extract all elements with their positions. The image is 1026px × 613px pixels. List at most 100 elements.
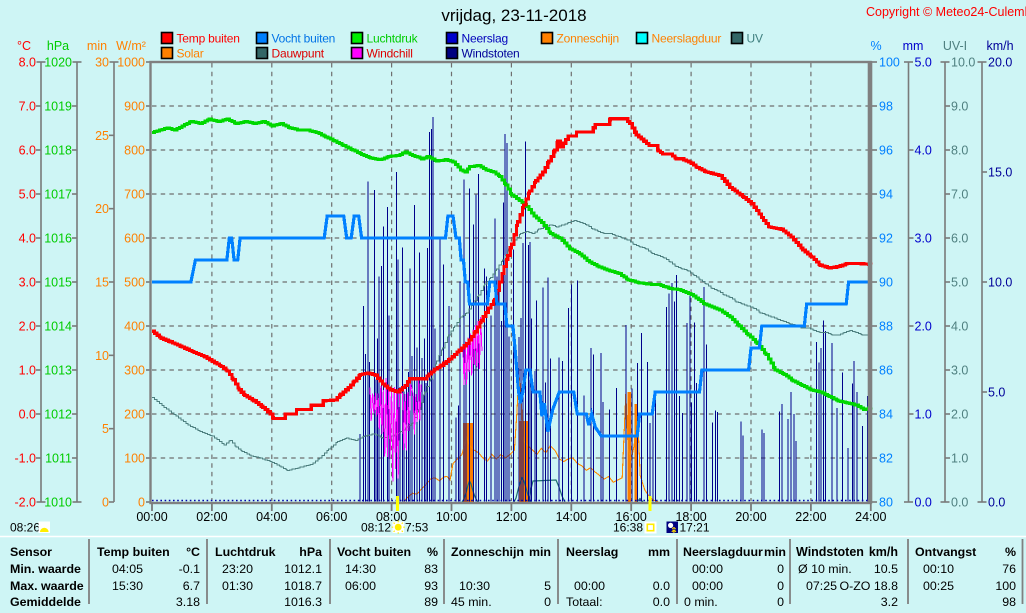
svg-text:0.0: 0.0 — [915, 496, 932, 510]
svg-text:98: 98 — [879, 100, 893, 114]
svg-text:04:05: 04:05 — [112, 562, 143, 576]
svg-text:84: 84 — [879, 408, 893, 422]
svg-text:Vocht buiten: Vocht buiten — [337, 545, 411, 559]
svg-text:300: 300 — [124, 364, 145, 378]
svg-text:1015: 1015 — [44, 276, 72, 290]
svg-text:min: min — [529, 545, 551, 559]
svg-text:Luchtdruk: Luchtdruk — [215, 545, 276, 559]
svg-text:3.0: 3.0 — [951, 364, 968, 378]
svg-text:1016.3: 1016.3 — [284, 595, 322, 608]
svg-text:08:00: 08:00 — [376, 510, 407, 524]
svg-text:km/h: km/h — [986, 39, 1013, 53]
svg-text:1018: 1018 — [44, 144, 72, 158]
svg-text:4.0: 4.0 — [951, 320, 968, 334]
svg-text:06:00: 06:00 — [316, 510, 347, 524]
svg-text:15: 15 — [95, 275, 109, 289]
svg-text:100: 100 — [124, 452, 145, 466]
svg-text:600: 600 — [124, 232, 145, 246]
svg-text:20:00: 20:00 — [735, 510, 766, 524]
svg-text:%: % — [1005, 545, 1016, 559]
svg-text:20: 20 — [95, 202, 109, 216]
svg-text:7.0: 7.0 — [951, 188, 968, 202]
svg-text:04:00: 04:00 — [256, 510, 287, 524]
svg-text:23:20: 23:20 — [222, 562, 253, 576]
svg-text:96: 96 — [879, 144, 893, 158]
svg-text:2.0: 2.0 — [19, 320, 36, 334]
svg-text:10.0: 10.0 — [988, 276, 1012, 290]
svg-text:94: 94 — [879, 188, 893, 202]
svg-text:98: 98 — [1002, 595, 1016, 608]
svg-text:1.0: 1.0 — [915, 408, 932, 422]
svg-text:900: 900 — [124, 100, 145, 114]
svg-text:89: 89 — [424, 595, 438, 608]
svg-text:6.0: 6.0 — [951, 232, 968, 246]
svg-text:Neerslagduur: Neerslagduur — [683, 545, 763, 559]
svg-text:Neerslagduur: Neerslagduur — [652, 32, 722, 46]
svg-text:Neerslag: Neerslag — [462, 32, 508, 46]
svg-text:min: min — [764, 545, 786, 559]
svg-text:-1.0: -1.0 — [14, 452, 36, 466]
svg-text:0: 0 — [777, 579, 784, 593]
svg-text:O-ZO 18.8: O-ZO 18.8 — [839, 579, 898, 593]
svg-text:00:00: 00:00 — [136, 510, 167, 524]
svg-text:min: min — [87, 39, 107, 53]
svg-text:1020: 1020 — [44, 56, 72, 70]
svg-text:00:00: 00:00 — [692, 562, 723, 576]
svg-text:45 min.: 45 min. — [451, 595, 492, 608]
svg-text:Windchill: Windchill — [367, 47, 413, 61]
svg-text:14:00: 14:00 — [556, 510, 587, 524]
svg-text:%: % — [870, 39, 881, 53]
svg-text:10.5: 10.5 — [874, 562, 898, 576]
svg-text:0.0: 0.0 — [951, 496, 968, 510]
svg-text:%: % — [427, 545, 438, 559]
svg-text:90: 90 — [879, 276, 893, 290]
svg-text:°C: °C — [17, 39, 31, 53]
svg-text:800: 800 — [124, 144, 145, 158]
svg-text:UV-I: UV-I — [943, 39, 967, 53]
svg-text:°C: °C — [186, 545, 200, 559]
svg-text:0.0: 0.0 — [19, 408, 36, 422]
svg-text:5.0: 5.0 — [988, 386, 1005, 400]
svg-text:hPa: hPa — [299, 545, 322, 559]
svg-text:1012.1: 1012.1 — [284, 562, 322, 576]
svg-text:12:00: 12:00 — [496, 510, 527, 524]
svg-text:1012: 1012 — [44, 408, 72, 422]
svg-text:6.7: 6.7 — [183, 579, 200, 593]
svg-text:0.0: 0.0 — [988, 496, 1005, 510]
svg-text:1010: 1010 — [44, 496, 72, 510]
svg-text:17:21: 17:21 — [680, 521, 710, 535]
svg-text:Temp buiten: Temp buiten — [177, 32, 240, 46]
svg-text:9.0: 9.0 — [951, 100, 968, 114]
svg-text:1000: 1000 — [117, 56, 145, 70]
svg-text:Zonneschijn: Zonneschijn — [451, 545, 524, 559]
svg-text:Gemiddelde: Gemiddelde — [10, 595, 81, 608]
svg-text:Windstoten: Windstoten — [796, 545, 864, 559]
svg-text:2.0: 2.0 — [951, 408, 968, 422]
svg-text:3.18: 3.18 — [176, 595, 200, 608]
svg-text:Ontvangst: Ontvangst — [915, 545, 976, 559]
svg-text:20.0: 20.0 — [988, 56, 1012, 70]
svg-text:02:00: 02:00 — [196, 510, 227, 524]
svg-text:Zonneschijn: Zonneschijn — [557, 32, 620, 46]
svg-text:10:30: 10:30 — [459, 579, 490, 593]
svg-text:vrijdag, 23-11-2018: vrijdag, 23-11-2018 — [441, 6, 586, 25]
svg-text:-0.1: -0.1 — [179, 562, 200, 576]
svg-text:mm: mm — [903, 39, 924, 53]
svg-text:Totaal:: Totaal: — [566, 595, 603, 608]
svg-text:18:00: 18:00 — [675, 510, 706, 524]
svg-text:4.0: 4.0 — [915, 144, 932, 158]
svg-text:80: 80 — [879, 496, 893, 510]
svg-text:1.0: 1.0 — [19, 364, 36, 378]
svg-text:Luchtdruk: Luchtdruk — [367, 32, 419, 46]
svg-text:01:30: 01:30 — [222, 579, 253, 593]
svg-text:100: 100 — [879, 56, 900, 70]
svg-text:Dauwpunt: Dauwpunt — [272, 47, 325, 61]
svg-text:mm: mm — [648, 545, 670, 559]
svg-text:Solar: Solar — [177, 47, 204, 61]
svg-text:3.2: 3.2 — [881, 595, 898, 608]
svg-text:1013: 1013 — [44, 364, 72, 378]
svg-text:15:30: 15:30 — [112, 579, 143, 593]
svg-text:10:00: 10:00 — [436, 510, 467, 524]
svg-text:500: 500 — [124, 276, 145, 290]
svg-text:1014: 1014 — [44, 320, 72, 334]
